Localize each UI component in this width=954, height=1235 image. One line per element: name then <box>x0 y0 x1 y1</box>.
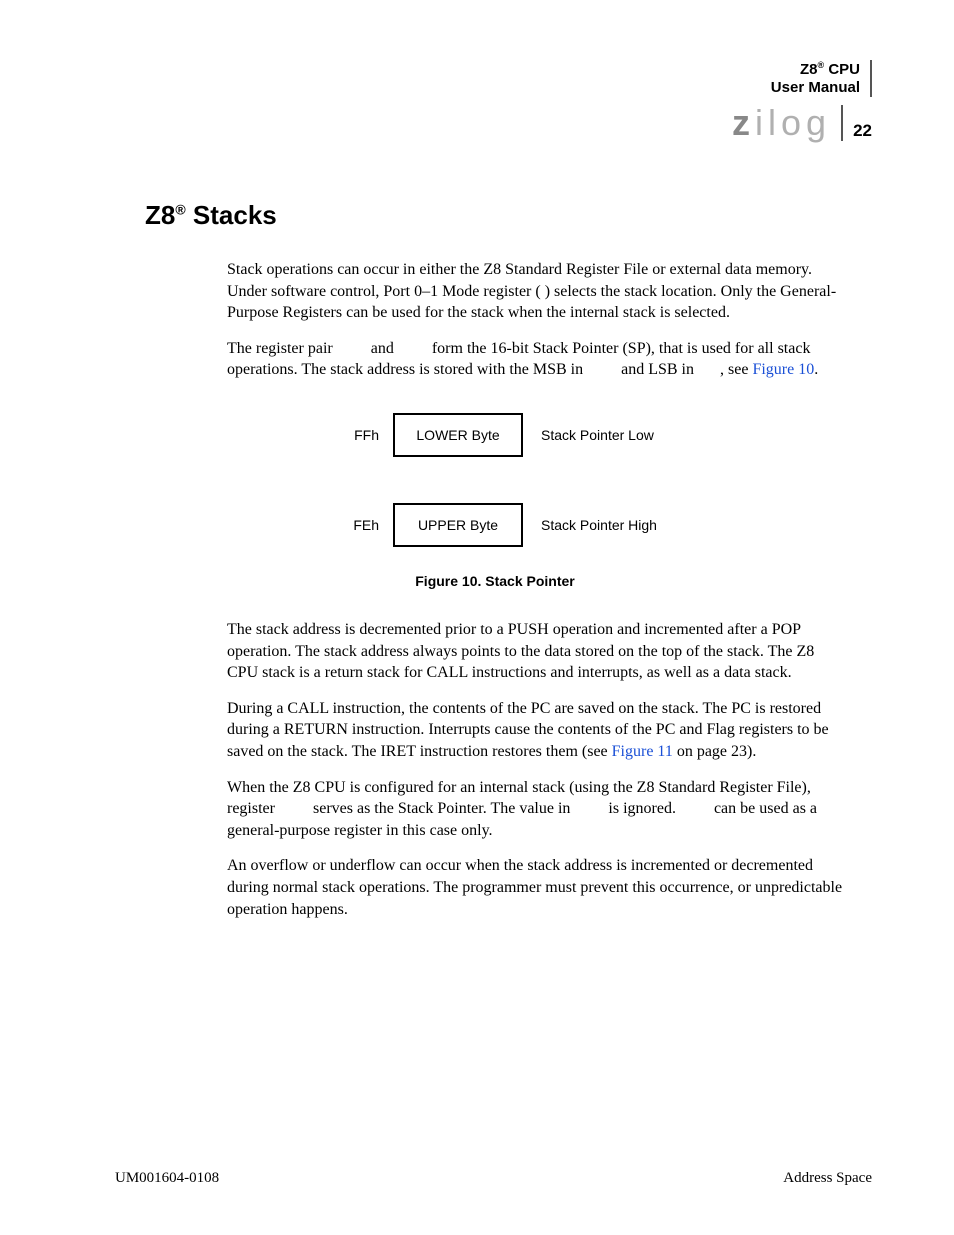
page-number: 22 <box>853 121 872 141</box>
p5-text-c: is ignored. <box>604 800 680 817</box>
figure-10-link[interactable]: Figure 10 <box>752 361 814 378</box>
header-line-1: Z8® CPU <box>771 60 860 79</box>
p2-text-f: . <box>814 361 818 378</box>
paragraph-1: Stack operations can occur in either the… <box>227 259 845 324</box>
fig-label-1: Stack Pointer High <box>523 517 657 533</box>
figure-row-feh: FEh UPPER Byte Stack Pointer High <box>333 503 657 547</box>
heading-reg-mark: ® <box>175 201 185 217</box>
p4-text-b: on page 23). <box>673 743 757 760</box>
fig-box-0: LOWER Byte <box>393 413 523 457</box>
header-title-block: Z8® CPU User Manual <box>771 60 872 97</box>
heading-prefix: Z8 <box>145 200 175 230</box>
footer-doc-id: UM001604-0108 <box>115 1170 219 1187</box>
figure-row-ffh: FFh LOWER Byte Stack Pointer Low <box>333 413 657 457</box>
page-header: Z8® CPU User Manual zilog 22 <box>732 60 872 141</box>
figure-10: FFh LOWER Byte Stack Pointer Low FEh UPP… <box>145 413 845 589</box>
fig-label-0: Stack Pointer Low <box>523 427 654 443</box>
logo-row: zilog 22 <box>732 105 872 141</box>
header-subtitle: User Manual <box>771 79 860 97</box>
figure-rows: FFh LOWER Byte Stack Pointer Low FEh UPP… <box>333 413 657 547</box>
heading-rest: Stacks <box>186 200 277 230</box>
p2-text-a: The register pair <box>227 340 337 357</box>
paragraph-6: An overflow or underflow can occur when … <box>227 855 845 920</box>
figure-11-link[interactable]: Figure 11 <box>612 743 673 760</box>
page-content: Z8® Stacks Stack operations can occur in… <box>145 200 845 934</box>
page-footer: UM001604-0108 Address Space <box>115 1170 872 1187</box>
fig-addr-1: FEh <box>333 517 393 533</box>
figure-caption: Figure 10. Stack Pointer <box>415 573 575 589</box>
fig-addr-0: FFh <box>333 427 393 443</box>
p2-text-e: , see <box>720 361 752 378</box>
p2-text-d: and LSB in <box>617 361 698 378</box>
section-heading: Z8® Stacks <box>145 200 845 231</box>
header-product-suffix: CPU <box>824 61 860 78</box>
zilog-logo: zilog <box>732 105 843 141</box>
paragraph-3: The stack address is decremented prior t… <box>227 619 845 684</box>
fig-box-1: UPPER Byte <box>393 503 523 547</box>
p2-text-b: and <box>367 340 398 357</box>
paragraph-4: During a CALL instruction, the contents … <box>227 698 845 763</box>
p5-text-b: serves as the Stack Pointer. The value i… <box>309 800 574 817</box>
header-product: Z8 <box>800 61 818 78</box>
paragraph-5: When the Z8 CPU is configured for an int… <box>227 777 845 842</box>
paragraph-2: The register pair and form the 16-bit St… <box>227 338 845 381</box>
footer-section: Address Space <box>783 1170 872 1187</box>
